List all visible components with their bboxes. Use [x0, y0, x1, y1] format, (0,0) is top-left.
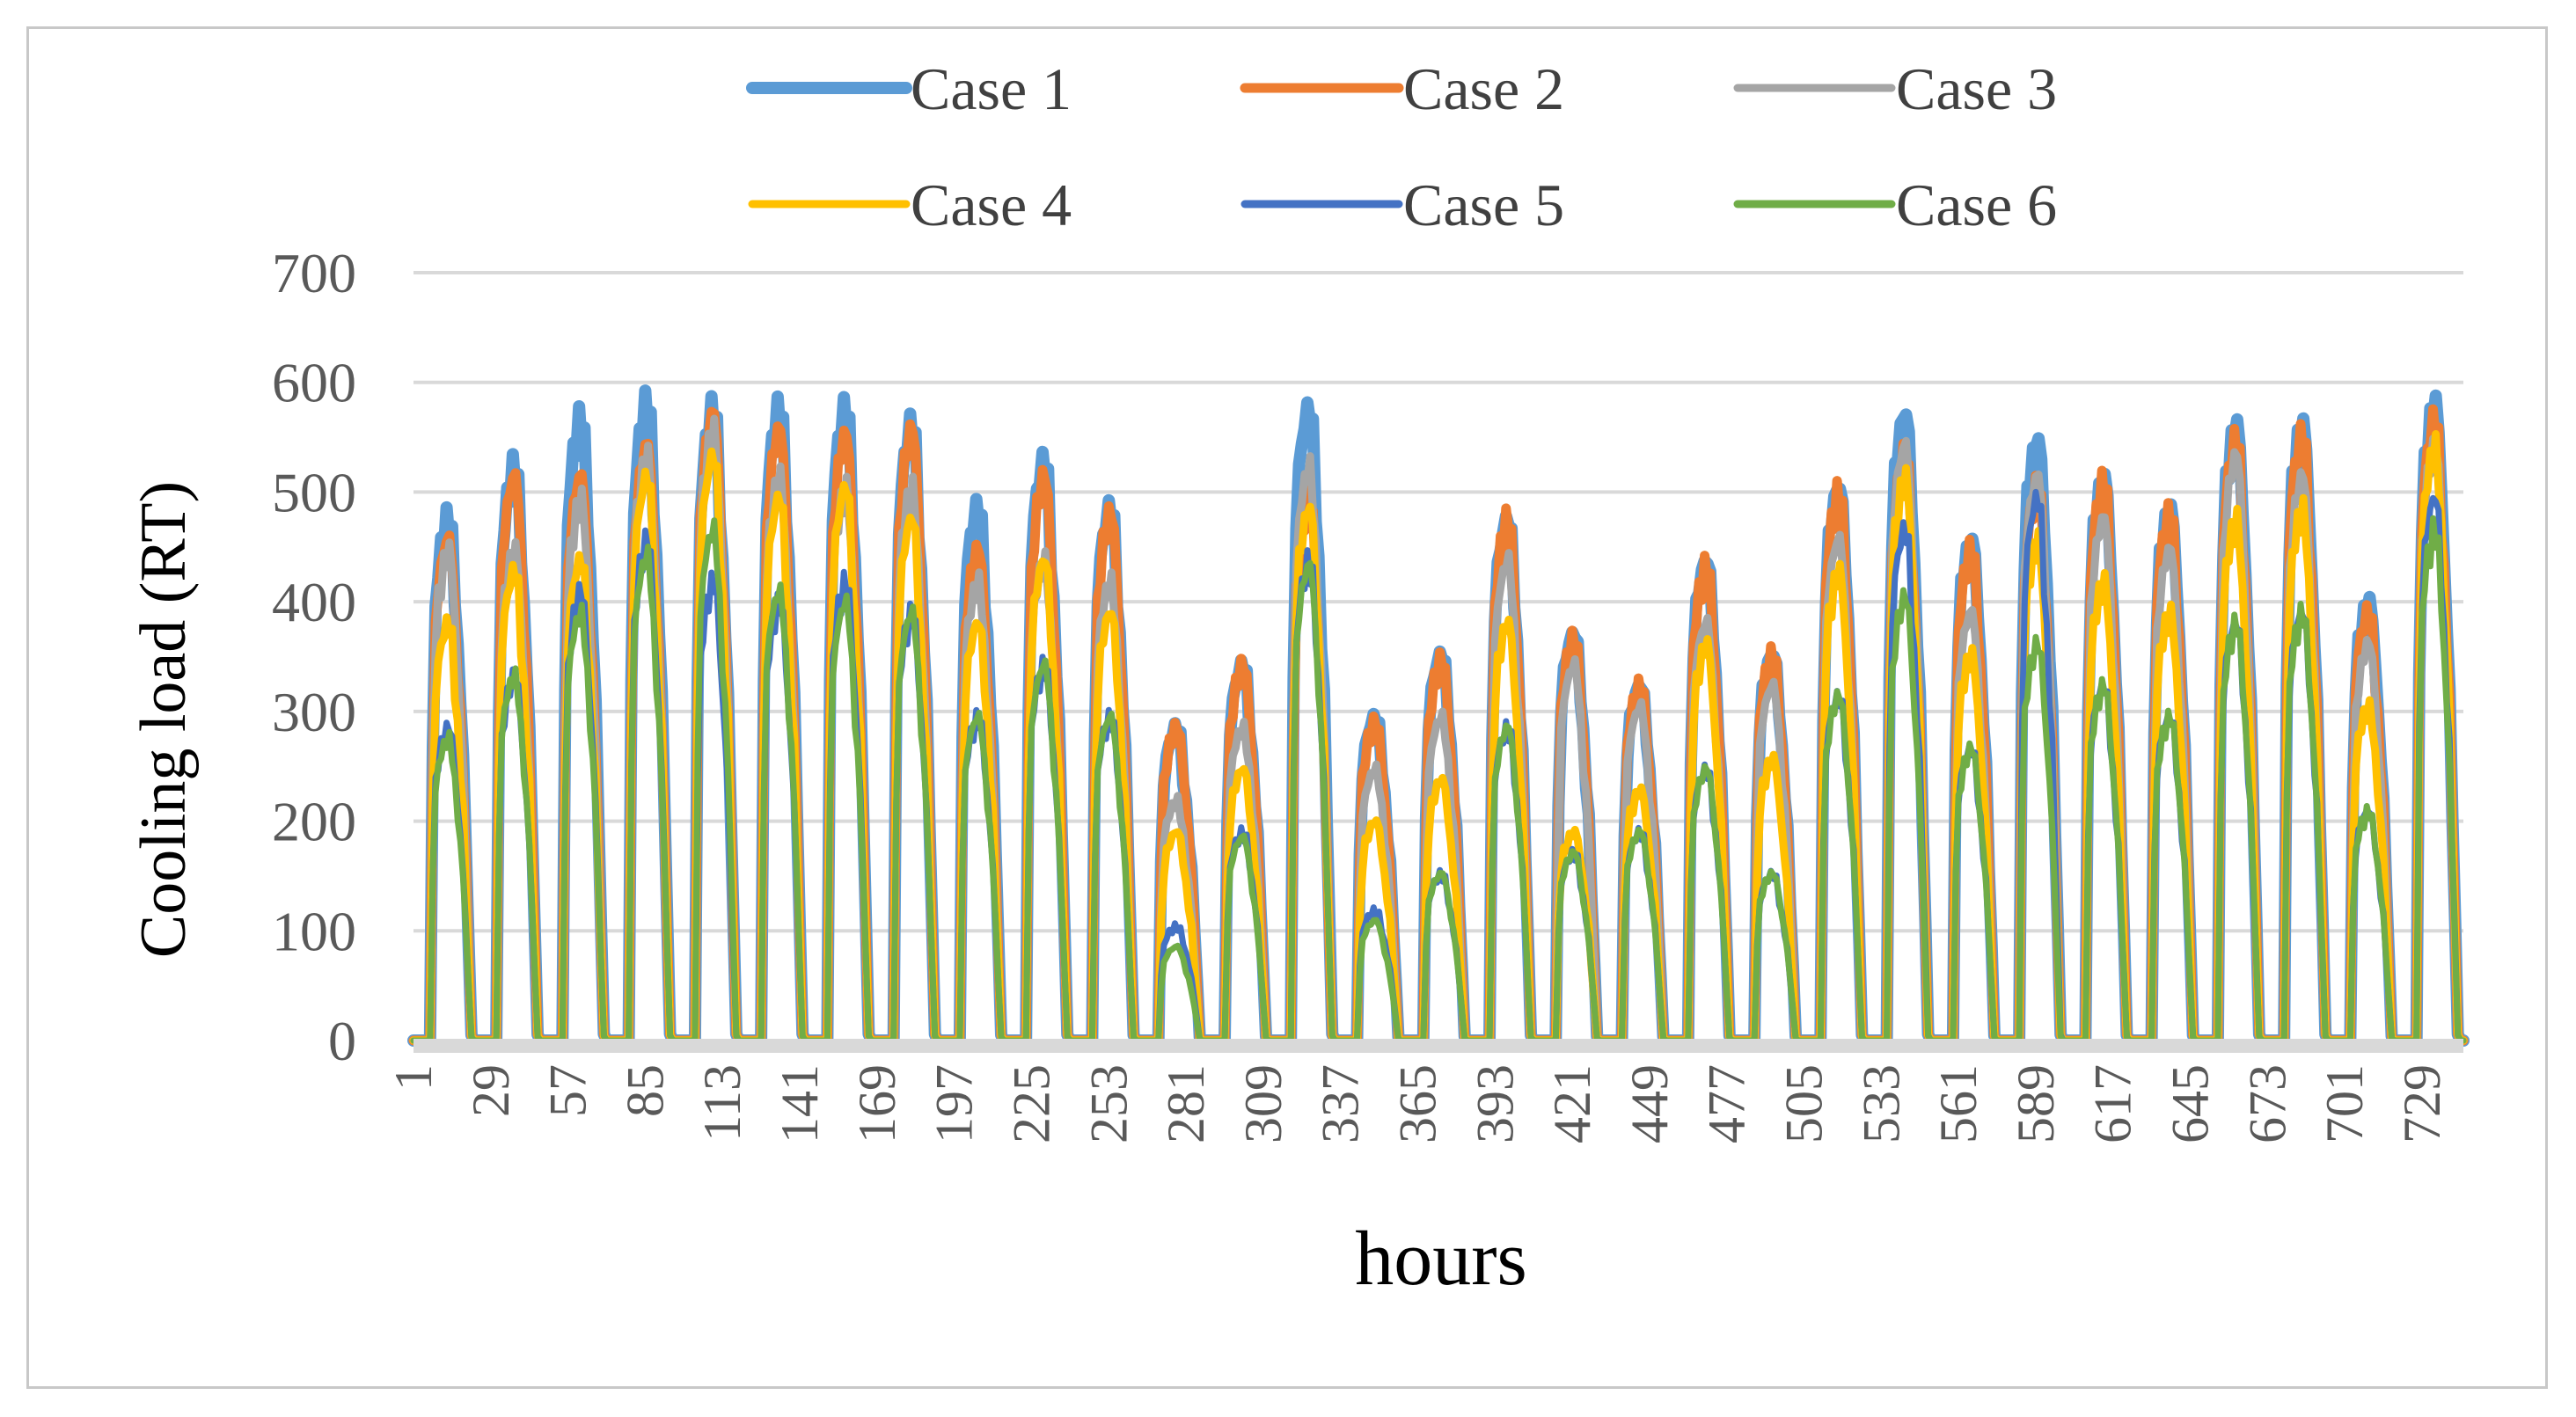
- y-tick-label: 500: [272, 461, 356, 523]
- x-tick-label: 421: [1543, 1064, 1601, 1143]
- x-tick-label: 29: [462, 1064, 520, 1117]
- y-tick-label: 0: [328, 1010, 356, 1072]
- legend-label: Case 1: [911, 55, 1072, 122]
- plot-lines: [407, 384, 2470, 1047]
- legend-label: Case 3: [1896, 55, 2057, 122]
- x-tick-label: 645: [2162, 1064, 2220, 1143]
- x-tick-label: 533: [1852, 1064, 1910, 1143]
- chart-frame: [26, 26, 2548, 1389]
- x-tick-label: 505: [1775, 1064, 1833, 1143]
- y-tick-label: 700: [272, 242, 356, 304]
- legend-label: Case 5: [1403, 172, 1564, 238]
- legend: Case 1 Case 2 Case 3 Case 4 Case 5 Case 6: [746, 55, 2057, 238]
- y-axis-ticks: 0 100 200 300 400 500 600 700: [272, 242, 356, 1072]
- x-axis-title: hours: [1355, 1216, 1527, 1302]
- x-tick-label: 253: [1079, 1064, 1138, 1143]
- x-tick-label: 141: [771, 1064, 829, 1143]
- x-tick-label: 477: [1698, 1064, 1756, 1143]
- x-tick-label: 1: [384, 1064, 443, 1091]
- x-tick-label: 57: [539, 1064, 597, 1117]
- x-tick-label: 365: [1388, 1064, 1446, 1143]
- y-tick-label: 600: [272, 352, 356, 414]
- y-tick-label: 400: [272, 571, 356, 633]
- x-tick-label: 309: [1234, 1064, 1292, 1143]
- x-tick-label: 197: [926, 1064, 984, 1143]
- x-tick-label: 281: [1157, 1064, 1215, 1143]
- x-tick-label: 561: [1929, 1064, 1987, 1143]
- y-tick-label: 100: [272, 900, 356, 962]
- x-tick-label: 673: [2238, 1064, 2296, 1143]
- x-tick-label: 337: [1312, 1064, 1370, 1143]
- y-axis-title: Cooling load (RT): [128, 481, 200, 958]
- legend-label: Case 2: [1403, 55, 1564, 122]
- x-tick-label: 85: [616, 1064, 674, 1117]
- x-tick-label: 169: [848, 1064, 906, 1143]
- x-tick-label: 225: [1002, 1064, 1060, 1143]
- y-tick-label: 300: [272, 681, 356, 743]
- x-tick-label: 113: [693, 1064, 751, 1142]
- legend-label: Case 6: [1896, 172, 2057, 238]
- y-tick-label: 200: [272, 791, 356, 853]
- x-tick-label: 449: [1621, 1064, 1679, 1143]
- legend-label: Case 4: [911, 172, 1072, 238]
- x-tick-label: 393: [1466, 1064, 1524, 1143]
- x-tick-label: 701: [2316, 1064, 2374, 1143]
- x-tick-label: 617: [2084, 1064, 2142, 1143]
- x-tick-label: 729: [2393, 1064, 2451, 1143]
- x-tick-label: 589: [2007, 1064, 2065, 1143]
- x-axis-ticks: 1 29 57 85 113 141 169 197 225 253 281 309 337 365 393…: [384, 1064, 2451, 1143]
